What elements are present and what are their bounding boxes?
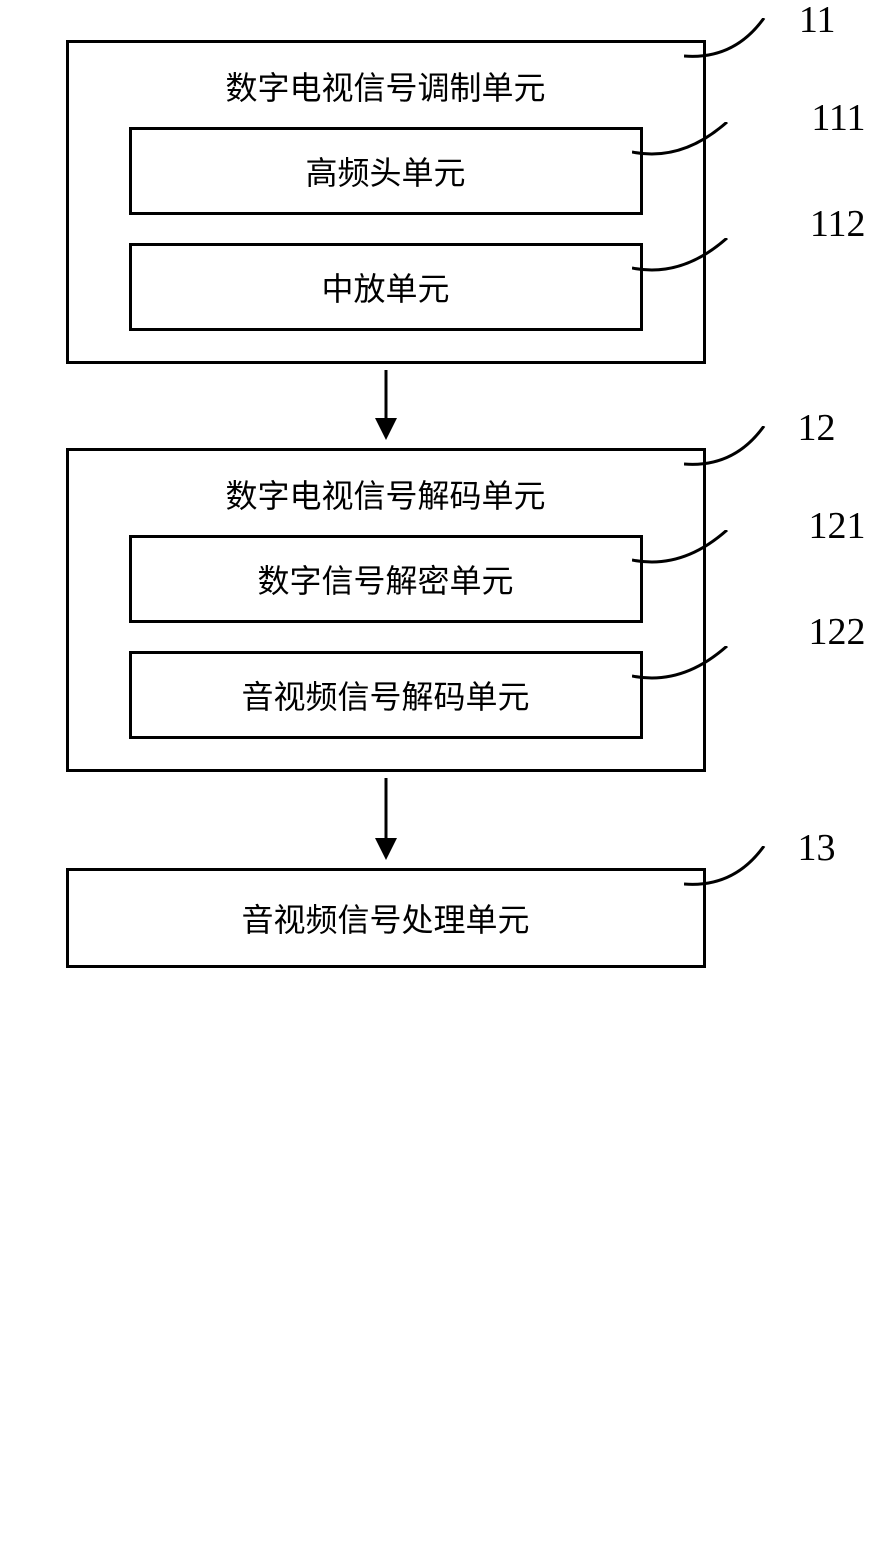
label-112: 112 xyxy=(810,202,866,246)
flowchart-diagram: 数字电视信号调制单元 高频头单元 中放单元 11 111 112 xyxy=(66,40,826,968)
label-11: 11 xyxy=(799,0,836,42)
label-12: 12 xyxy=(798,406,836,450)
block-111: 高频头单元 xyxy=(129,127,643,215)
leader-111 xyxy=(632,122,762,192)
label-122: 122 xyxy=(809,610,866,654)
block-13-wrapper: 音视频信号处理单元 13 xyxy=(66,868,706,968)
block-122: 音视频信号解码单元 xyxy=(129,651,643,739)
block-112: 中放单元 xyxy=(129,243,643,331)
block-13-title: 音视频信号处理单元 xyxy=(241,902,529,938)
block-122-title: 音视频信号解码单元 xyxy=(241,679,529,715)
block-12: 数字电视信号解码单元 数字信号解密单元 音视频信号解码单元 xyxy=(66,448,706,772)
block-112-title: 中放单元 xyxy=(321,271,449,307)
block-12-title: 数字电视信号解码单元 xyxy=(129,471,643,517)
block-11: 数字电视信号调制单元 高频头单元 中放单元 xyxy=(66,40,706,364)
block-121: 数字信号解密单元 xyxy=(129,535,643,623)
block-11-title: 数字电视信号调制单元 xyxy=(129,63,643,109)
leader-122 xyxy=(632,646,762,716)
arrow-12-to-13 xyxy=(66,778,706,862)
leader-112 xyxy=(632,238,762,308)
label-111: 111 xyxy=(811,96,865,140)
label-121: 121 xyxy=(809,504,866,548)
block-111-title: 高频头单元 xyxy=(305,155,465,191)
label-13: 13 xyxy=(798,826,836,870)
block-121-title: 数字信号解密单元 xyxy=(257,563,513,599)
leader-121 xyxy=(632,530,762,600)
block-11-wrapper: 数字电视信号调制单元 高频头单元 中放单元 11 111 112 xyxy=(66,40,706,364)
block-12-wrapper: 数字电视信号解码单元 数字信号解密单元 音视频信号解码单元 12 121 122 xyxy=(66,448,706,772)
block-13: 音视频信号处理单元 xyxy=(66,868,706,968)
arrow-11-to-12 xyxy=(66,370,706,442)
